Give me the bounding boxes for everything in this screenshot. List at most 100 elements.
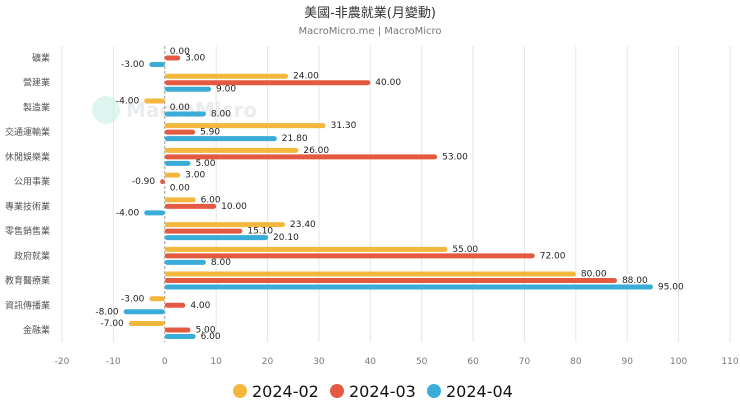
legend-item[interactable]: 2024-03 — [330, 382, 416, 401]
x-tick-label: 20 — [262, 357, 274, 367]
data-label: 8.00 — [211, 109, 231, 119]
legend-label: 2024-03 — [349, 382, 416, 401]
legend-item[interactable]: 2024-02 — [233, 382, 319, 401]
bar-2024-04 — [164, 160, 191, 166]
category-label: 礦業 — [32, 52, 50, 64]
legend-label: 2024-04 — [446, 382, 513, 401]
data-label: 5.00 — [195, 326, 215, 336]
bar-2024-04 — [144, 210, 165, 216]
data-label: -4.00 — [116, 96, 140, 106]
x-tick-label: 90 — [622, 357, 634, 367]
bar-2024-04 — [164, 235, 269, 241]
bar-2024-03 — [164, 55, 181, 61]
data-label: 95.00 — [658, 283, 684, 293]
x-tick-label: 80 — [570, 357, 582, 367]
data-label: 23.40 — [290, 220, 316, 230]
data-label: -3.00 — [121, 294, 145, 304]
bar-2024-03 — [160, 179, 165, 185]
bars: 0.003.00-3.0024.0040.009.00-4.000.008.00… — [95, 47, 684, 342]
x-tick-label: 60 — [467, 357, 479, 367]
bar-2024-02 — [164, 246, 448, 252]
category-label: 交通運輸業 — [5, 126, 50, 138]
category-label: 公用事業 — [14, 176, 50, 188]
bar-2024-03 — [164, 302, 186, 308]
bar-2024-03 — [164, 129, 196, 135]
bar-2024-03 — [164, 278, 617, 284]
legend-marker — [427, 384, 441, 398]
category-label: 金融業 — [23, 324, 50, 336]
bar-2024-02 — [164, 197, 196, 203]
legend-label: 2024-02 — [252, 382, 319, 401]
category-label: 休閒娛樂業 — [5, 151, 50, 163]
data-label: 24.00 — [293, 72, 319, 82]
legend-marker — [233, 384, 247, 398]
legend-marker — [330, 384, 344, 398]
data-label: 5.90 — [200, 128, 220, 138]
bar-2024-04 — [149, 62, 165, 67]
bar-2024-02 — [164, 73, 289, 79]
x-tick-label: -10 — [106, 357, 121, 367]
data-label: 0.00 — [170, 47, 190, 57]
data-label: -0.90 — [132, 177, 156, 187]
x-tick-label: 110 — [721, 357, 738, 367]
data-label: 80.00 — [581, 270, 607, 280]
category-label: 製造業 — [23, 101, 50, 113]
legend-item[interactable]: 2024-04 — [427, 382, 513, 401]
bar-2024-03 — [164, 154, 438, 160]
data-label: 10.00 — [221, 202, 247, 212]
data-label: 0.00 — [170, 103, 190, 113]
x-tick-label: 0 — [162, 357, 168, 367]
bar-2024-02 — [144, 98, 165, 104]
legend: 2024-02 2024-03 2024-04 — [233, 382, 513, 401]
data-label: 3.00 — [185, 171, 205, 181]
data-label: -4.00 — [116, 208, 140, 218]
category-label: 教育醫療業 — [5, 275, 50, 287]
bar-2024-04 — [164, 284, 653, 290]
data-label: 9.00 — [216, 85, 236, 95]
data-label: 53.00 — [442, 152, 468, 162]
data-label: 26.00 — [303, 146, 329, 156]
data-label: -8.00 — [95, 307, 119, 317]
data-label: -3.00 — [121, 60, 145, 70]
bar-2024-04 — [164, 86, 212, 92]
bar-2024-02 — [164, 172, 181, 178]
bar-2024-03 — [164, 203, 217, 209]
x-tick-label: 50 — [416, 357, 428, 367]
data-label: 15.10 — [247, 227, 273, 237]
data-label: 55.00 — [452, 245, 478, 255]
data-label: 72.00 — [540, 251, 566, 261]
bar-2024-03 — [164, 228, 243, 234]
grid — [61, 46, 731, 342]
category-label: 資訊傳播業 — [5, 299, 50, 311]
bar-2024-03 — [164, 253, 535, 259]
category-label: 營建業 — [23, 77, 50, 89]
data-label: 6.00 — [201, 195, 221, 205]
bar-2024-02 — [128, 321, 165, 326]
data-label: 6.00 — [201, 332, 221, 342]
x-tick-label: -20 — [55, 357, 70, 367]
data-label: 0.00 — [170, 184, 190, 194]
bar-2024-04 — [164, 111, 206, 117]
bar-2024-02 — [164, 123, 326, 129]
data-label: 31.30 — [331, 121, 357, 131]
x-axis-ticks: -20 -10 0 10 20 30 40 50 60 70 80 90 100 110 — [55, 357, 739, 367]
bar-2024-04 — [164, 259, 206, 265]
category-labels: 礦業營建業製造業交通運輸業休閒娛樂業公用事業專業技術業零售銷售業政府就業教育醫療… — [5, 52, 50, 336]
data-label: 3.00 — [185, 54, 205, 64]
x-tick-label: 30 — [313, 357, 325, 367]
chart-subtitle: MacroMicro.me | MacroMicro — [299, 26, 442, 37]
x-tick-label: 70 — [519, 357, 531, 367]
data-label: 21.80 — [282, 134, 308, 144]
bar-2024-02 — [149, 296, 165, 302]
category-label: 政府就業 — [14, 250, 50, 262]
chart-title: 美國-非農就業(月變動) — [304, 5, 436, 21]
bar-2024-02 — [164, 271, 576, 277]
data-label: 20.10 — [273, 233, 299, 243]
data-label: 4.00 — [190, 301, 210, 311]
data-label: 88.00 — [622, 276, 648, 286]
bar-2024-04 — [164, 334, 196, 339]
bar-2024-02 — [164, 147, 299, 153]
category-label: 專業技術業 — [5, 200, 50, 212]
data-label: 5.00 — [195, 159, 215, 169]
